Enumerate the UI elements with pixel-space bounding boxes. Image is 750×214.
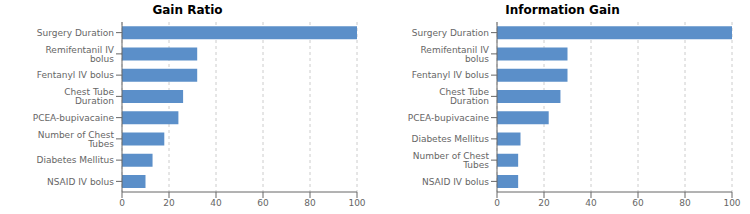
svg-text:60: 60 [632,198,644,208]
svg-text:NSAID IV bolus: NSAID IV bolus [422,177,489,187]
svg-text:100: 100 [348,198,365,208]
svg-text:Chest TubeDuration: Chest TubeDuration [64,87,114,106]
svg-text:Remifentanil IVbolus: Remifentanil IVbolus [46,45,115,64]
html-text:Gain Ratio: Gain Ratio [152,3,223,17]
svg-text:Surgery Duration: Surgery Duration [37,28,114,38]
svg-text:Number of ChestTubes: Number of ChestTubes [38,130,115,149]
svg-text:0: 0 [119,198,125,208]
svg-text:80: 80 [304,198,316,208]
svg-text:20: 20 [163,198,175,208]
svg-text:Number of ChestTubes: Number of ChestTubes [413,151,490,170]
html-text:Information Gain: Information Gain [505,3,620,17]
svg-text:Chest TubeDuration: Chest TubeDuration [439,87,489,106]
svg-text:Surgery Duration: Surgery Duration [412,28,489,38]
svg-text:Remifentanil IVbolus: Remifentanil IVbolus [421,45,490,64]
svg-text:Fentanyl IV bolus: Fentanyl IV bolus [412,70,489,80]
svg-text:PCEA-bupivacaine: PCEA-bupivacaine [408,113,490,123]
svg-text:100: 100 [723,198,740,208]
svg-text:NSAID IV bolus: NSAID IV bolus [47,177,114,187]
svg-text:0: 0 [494,198,500,208]
svg-text:40: 40 [585,198,597,208]
svg-text:40: 40 [210,198,222,208]
svg-text:Fentanyl IV bolus: Fentanyl IV bolus [37,70,114,80]
svg-text:60: 60 [257,198,269,208]
svg-text:PCEA-bupivacaine: PCEA-bupivacaine [33,113,115,123]
svg-text:Diabetes Mellitus: Diabetes Mellitus [36,155,114,165]
svg-text:80: 80 [679,198,691,208]
svg-text:20: 20 [538,198,550,208]
svg-text:Diabetes Mellitus: Diabetes Mellitus [411,134,489,144]
